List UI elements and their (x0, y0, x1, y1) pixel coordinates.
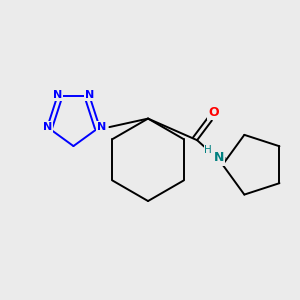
Text: O: O (208, 106, 219, 119)
Text: N: N (97, 122, 106, 132)
Text: H: H (204, 145, 212, 155)
Text: N: N (43, 122, 52, 132)
Text: N: N (214, 152, 224, 164)
Text: N: N (53, 90, 62, 100)
Text: N: N (85, 90, 94, 100)
